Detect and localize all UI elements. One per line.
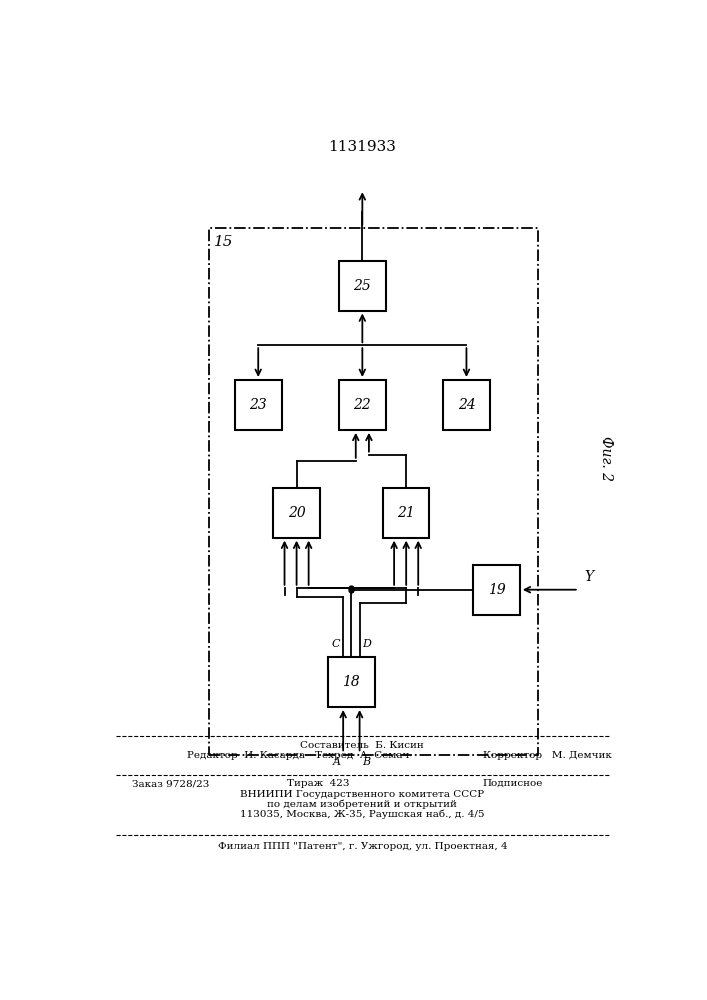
Text: C: C	[332, 639, 341, 649]
Text: 20: 20	[288, 506, 305, 520]
Text: Техред  А. Семач: Техред А. Семач	[315, 751, 409, 760]
Bar	[328, 657, 375, 707]
Text: 21: 21	[397, 506, 415, 520]
Text: по делам изобретений и открытий: по делам изобретений и открытий	[267, 800, 457, 809]
Bar	[274, 488, 320, 538]
Text: 113035, Москва, Ж-35, Раушская наб., д. 4/5: 113035, Москва, Ж-35, Раушская наб., д. …	[240, 810, 484, 819]
Text: 15: 15	[214, 235, 234, 249]
Text: Составитель  Б. Кисин: Составитель Б. Кисин	[300, 741, 424, 750]
Bar	[209, 228, 538, 755]
Text: 18: 18	[342, 675, 361, 689]
Text: Фиг. 2: Фиг. 2	[599, 436, 613, 481]
Text: D: D	[363, 639, 371, 649]
Bar	[339, 261, 385, 311]
Bar	[473, 565, 520, 615]
Text: 23: 23	[250, 398, 267, 412]
Text: 24: 24	[457, 398, 475, 412]
Text: Тираж  423: Тираж 423	[287, 779, 350, 788]
Text: 1131933: 1131933	[328, 140, 397, 154]
Text: Редактор  И. Касарда: Редактор И. Касарда	[187, 751, 305, 760]
Text: B: B	[363, 757, 370, 767]
Text: Y: Y	[584, 570, 593, 584]
Text: 19: 19	[488, 583, 506, 597]
Bar	[235, 380, 281, 430]
Text: 25: 25	[354, 279, 371, 293]
Text: A: A	[332, 757, 341, 767]
Text: ВНИИПИ Государственного комитета СССР: ВНИИПИ Государственного комитета СССР	[240, 790, 484, 799]
Bar	[339, 380, 385, 430]
Text: Подписное: Подписное	[483, 779, 543, 788]
Bar	[443, 380, 490, 430]
Text: Филиал ППП "Патент", г. Ужгород, ул. Проектная, 4: Филиал ППП "Патент", г. Ужгород, ул. Про…	[218, 842, 507, 851]
Text: Заказ 9728/23: Заказ 9728/23	[132, 779, 209, 788]
Text: 22: 22	[354, 398, 371, 412]
Text: Корректор   М. Демчик: Корректор М. Демчик	[483, 751, 612, 760]
Bar	[383, 488, 429, 538]
